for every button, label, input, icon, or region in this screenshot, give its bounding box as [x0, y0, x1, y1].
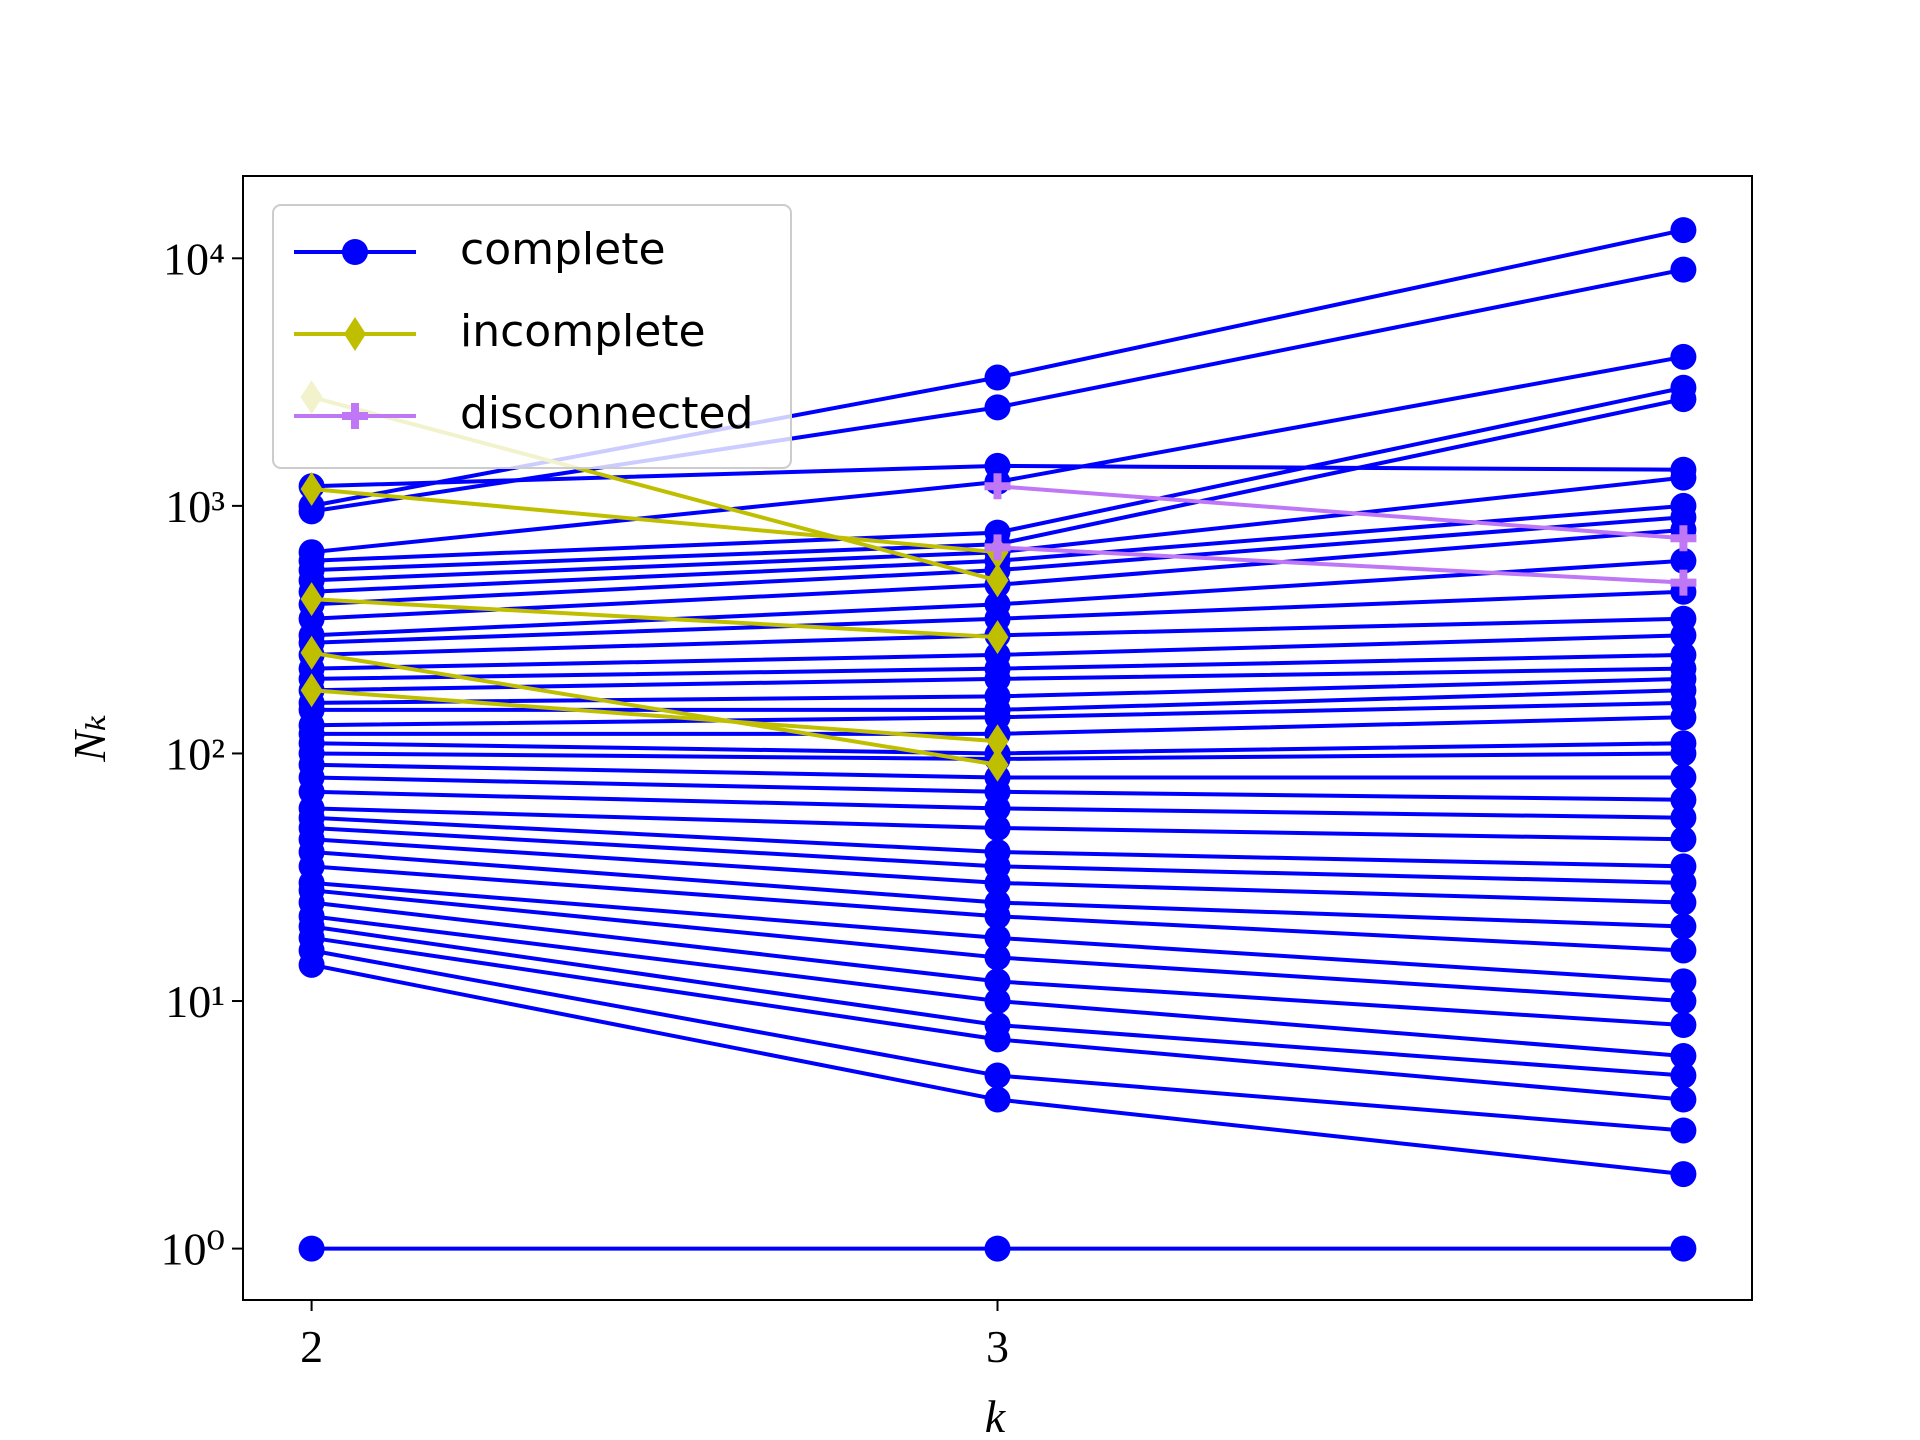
point — [1670, 1042, 1697, 1069]
point — [1670, 1062, 1697, 1089]
point — [984, 869, 1011, 896]
y-axis-label: Nₖ — [64, 714, 115, 762]
y-tick-label: 10³ — [165, 481, 225, 532]
point — [984, 968, 1011, 995]
point — [1670, 889, 1697, 916]
y-tick-label: 10⁰ — [161, 1224, 225, 1275]
point — [984, 924, 1011, 951]
point — [298, 1235, 325, 1262]
point — [1670, 826, 1697, 853]
point — [984, 944, 1011, 971]
legend-marker — [342, 403, 368, 429]
point — [300, 673, 323, 708]
legend-box — [272, 204, 792, 469]
point — [984, 534, 1011, 561]
point — [986, 747, 1009, 782]
point — [1670, 622, 1697, 649]
point — [1670, 464, 1697, 491]
series-line — [311, 487, 998, 555]
series-line — [311, 688, 998, 744]
x-tick-label: 3 — [986, 1321, 1009, 1372]
legend-label: disconnected — [460, 388, 753, 439]
point — [1670, 1086, 1697, 1113]
point — [1670, 386, 1697, 413]
point — [984, 1086, 1011, 1113]
point — [1670, 764, 1697, 791]
point — [1670, 913, 1697, 940]
x-axis-label: k — [985, 1391, 1007, 1440]
point — [1670, 988, 1697, 1015]
series-line — [997, 484, 1684, 541]
point — [1670, 1235, 1697, 1262]
point — [984, 1026, 1011, 1053]
point — [1670, 869, 1697, 896]
point — [984, 364, 1011, 391]
point — [1670, 786, 1697, 813]
y-tick-label: 10⁴ — [163, 233, 225, 284]
point — [1670, 1117, 1697, 1144]
point — [984, 473, 1011, 500]
point — [984, 903, 1011, 930]
point — [300, 471, 323, 506]
point — [300, 582, 323, 617]
x-tick-label: 2 — [300, 1321, 323, 1372]
y-tick-label: 10² — [165, 728, 225, 779]
point — [984, 814, 1011, 841]
y-tick-label: 10¹ — [165, 976, 225, 1027]
plot-frame — [242, 175, 1753, 1301]
point — [1670, 704, 1697, 731]
point — [1670, 937, 1697, 964]
point — [1670, 804, 1697, 831]
point — [1670, 1012, 1697, 1039]
point — [984, 795, 1011, 822]
point — [986, 563, 1009, 598]
series-line — [997, 545, 1684, 585]
point — [1670, 740, 1697, 767]
point — [984, 988, 1011, 1015]
point — [1670, 547, 1697, 574]
point — [1670, 1161, 1697, 1188]
point — [1670, 217, 1697, 244]
legend-label: incomplete — [460, 306, 706, 357]
point — [986, 620, 1009, 655]
point — [1670, 343, 1697, 370]
point — [984, 1062, 1011, 1089]
point — [984, 1235, 1011, 1262]
point — [1670, 525, 1697, 552]
point — [986, 724, 1009, 759]
series-line — [311, 597, 998, 640]
legend-label: complete — [460, 224, 666, 275]
point — [1670, 256, 1697, 283]
point — [1670, 569, 1697, 596]
legend-marker — [342, 239, 368, 265]
point — [1670, 968, 1697, 995]
point — [298, 951, 325, 978]
point — [984, 394, 1011, 421]
legend-marker — [344, 317, 366, 351]
point — [300, 635, 323, 670]
series-line — [311, 650, 998, 767]
